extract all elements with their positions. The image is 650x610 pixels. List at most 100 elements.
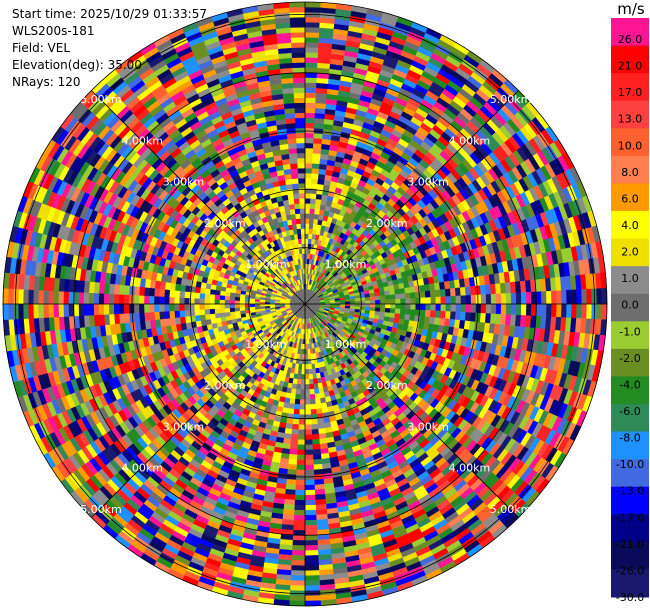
velocity-gate	[409, 309, 416, 316]
velocity-gate	[304, 369, 309, 375]
velocity-gate	[475, 303, 482, 314]
velocity-gate	[304, 514, 317, 521]
velocity-gate	[313, 383, 319, 390]
velocity-gate	[304, 223, 310, 229]
velocity-gate	[311, 178, 319, 185]
velocity-gate	[415, 303, 422, 311]
velocity-gate	[304, 238, 309, 244]
velocity-gate	[370, 303, 376, 308]
velocity-gate	[313, 137, 323, 145]
velocity-gate	[291, 423, 299, 430]
velocity-gate	[308, 218, 315, 225]
velocity-gate	[289, 443, 298, 451]
velocity-gate	[389, 289, 396, 296]
velocity-gate	[515, 292, 522, 305]
velocity-gate	[304, 147, 314, 154]
velocity-gate	[304, 384, 310, 390]
velocity-gate	[304, 208, 311, 214]
velocity-gate	[304, 379, 310, 385]
velocity-gate	[480, 303, 487, 314]
velocity-gate	[304, 47, 319, 53]
velocity-gate	[430, 303, 437, 312]
velocity-gate	[312, 458, 323, 466]
velocity-gate	[404, 292, 411, 299]
velocity-gate	[290, 438, 299, 445]
velocity-gate	[445, 303, 452, 312]
velocity-gate	[295, 469, 306, 476]
velocity-gate	[304, 193, 312, 199]
velocity-gate	[556, 303, 562, 318]
velocity-gate	[495, 303, 502, 315]
velocity-gate	[296, 449, 306, 456]
velocity-gate	[415, 297, 422, 305]
velocity-gate	[424, 290, 431, 298]
velocity-gate	[445, 296, 452, 305]
velocity-gate	[312, 443, 321, 451]
velocity-gate	[291, 428, 299, 435]
velocity-gate	[315, 198, 322, 205]
velocity-gate	[300, 374, 306, 380]
velocity-gate	[399, 293, 406, 300]
velocity-gate	[374, 295, 381, 301]
velocity-gate	[490, 293, 497, 305]
velocity-gate	[288, 403, 295, 410]
velocity-gate	[297, 444, 306, 451]
velocity-gate	[384, 290, 391, 296]
velocity-gate	[304, 539, 318, 546]
velocity-gate	[490, 303, 497, 315]
velocity-gate	[304, 67, 318, 74]
velocity-gate	[520, 292, 527, 305]
velocity-gate	[385, 303, 391, 309]
velocity-gate	[295, 479, 306, 486]
velocity-gate	[311, 428, 319, 435]
velocity-gate	[304, 434, 313, 441]
velocity-gate	[404, 314, 411, 321]
velocity-gate	[304, 364, 309, 370]
velocity-gate	[304, 132, 315, 139]
velocity-gate	[304, 6, 321, 13]
velocity-field	[2, 1, 608, 607]
velocity-gate	[304, 26, 320, 33]
velocity-gate	[309, 398, 316, 405]
velocity-gate	[540, 303, 547, 317]
velocity-gate	[304, 575, 320, 582]
velocity-gate	[290, 570, 306, 577]
velocity-gate	[444, 311, 452, 320]
velocity-gate	[304, 479, 315, 486]
velocity-gate	[596, 303, 603, 320]
velocity-gate	[304, 404, 311, 410]
velocity-gate	[315, 403, 322, 410]
velocity-gate	[297, 434, 306, 441]
velocity-gate	[310, 183, 318, 190]
velocity-gate	[596, 288, 603, 305]
velocity-gate	[304, 167, 313, 174]
velocity-gate	[439, 310, 446, 319]
velocity-gate	[304, 198, 311, 204]
velocity-gate	[311, 168, 320, 175]
velocity-gate	[510, 292, 517, 305]
velocity-gate	[304, 127, 315, 134]
velocity-gate	[304, 218, 310, 224]
velocity-gate	[290, 433, 299, 440]
velocity-gate	[294, 398, 301, 405]
velocity-gate	[435, 303, 442, 312]
velocity-gate	[304, 233, 309, 239]
velocity-gate	[304, 585, 321, 592]
velocity-gate	[304, 97, 317, 104]
velocity-gate	[304, 570, 320, 577]
velocity-gate	[370, 300, 376, 305]
velocity-gate	[294, 489, 306, 496]
velocity-gate	[293, 519, 306, 526]
velocity-gate	[601, 287, 608, 305]
velocity-gate	[500, 293, 507, 305]
velocity-gate	[409, 286, 416, 294]
velocity-gate	[374, 291, 381, 297]
velocity-gate	[470, 303, 477, 314]
velocity-gate	[475, 294, 482, 305]
velocity-gate	[535, 291, 542, 305]
velocity-gate	[404, 287, 411, 294]
velocity-gate	[296, 464, 306, 471]
velocity-gate	[307, 353, 312, 360]
velocity-gate	[293, 509, 306, 516]
velocity-gate	[304, 409, 312, 415]
